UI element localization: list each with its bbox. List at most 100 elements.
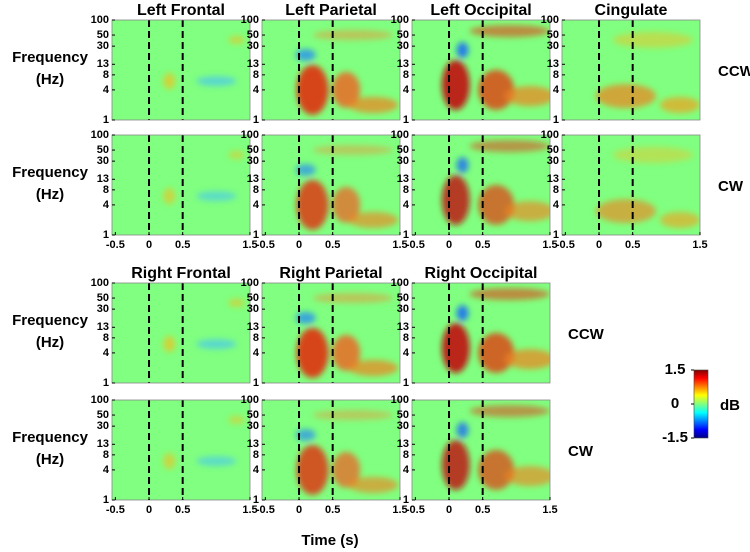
- x-tick-label: 0.5: [325, 239, 340, 251]
- x-tick-label: -0.5: [106, 239, 125, 251]
- condition-label: CW: [568, 443, 594, 460]
- y-axis-label: (Hz): [36, 186, 64, 203]
- y-tick-label: 100: [91, 394, 109, 406]
- heatmap-blob: [312, 30, 393, 41]
- y-tick-label: 8: [253, 69, 259, 81]
- panel: [111, 399, 251, 501]
- y-tick-label: 13: [97, 321, 109, 333]
- panel-background: [112, 20, 250, 120]
- y-tick-label: 100: [391, 129, 409, 141]
- heatmap-blob: [163, 453, 176, 470]
- heatmap-blob: [456, 305, 469, 322]
- heatmap-blob: [296, 444, 329, 495]
- heatmap-blob: [196, 76, 237, 87]
- heatmap-blob: [441, 323, 470, 374]
- y-tick-label: 13: [97, 58, 109, 70]
- heatmap-blob: [196, 339, 237, 350]
- heatmap-blob: [228, 415, 245, 424]
- x-tick-label: -0.5: [556, 239, 575, 251]
- heatmap-blob: [296, 64, 329, 115]
- y-tick-label: 1: [253, 229, 259, 241]
- x-tick-label: 0: [296, 504, 302, 516]
- y-tick-label: 100: [91, 14, 109, 26]
- y-tick-label: 1: [103, 229, 109, 241]
- y-tick-label: 100: [391, 277, 409, 289]
- y-tick-label: 30: [247, 40, 259, 52]
- panel-frame: [111, 282, 251, 384]
- x-tick-label: 0: [446, 239, 452, 251]
- y-tick-label: 8: [253, 449, 259, 461]
- x-tick-label: 1.5: [392, 504, 407, 516]
- y-tick-label: 100: [241, 277, 259, 289]
- y-tick-label: 50: [97, 29, 109, 41]
- y-tick-label: 30: [97, 40, 109, 52]
- panel: [411, 134, 551, 236]
- heatmap-blob: [196, 191, 237, 202]
- colorbar: [693, 369, 709, 439]
- y-tick-label: 1: [553, 114, 559, 126]
- y-tick-label: 50: [97, 144, 109, 156]
- heatmap-texture: [163, 150, 245, 205]
- panel-frame: [261, 19, 401, 121]
- y-tick-label: 30: [397, 40, 409, 52]
- y-tick-label: 4: [253, 84, 260, 96]
- heatmap-blob: [469, 288, 550, 301]
- x-tick-label: 0.5: [475, 239, 490, 251]
- heatmap-blob: [659, 211, 700, 228]
- heatmap-blob: [296, 179, 329, 230]
- heatmap-blob: [312, 145, 393, 156]
- y-tick-label: 30: [247, 303, 259, 315]
- y-axis-label: Frequency: [12, 49, 89, 66]
- heatmap-blob: [595, 199, 656, 224]
- y-tick-label: 4: [403, 84, 410, 96]
- heatmap-blob: [612, 31, 693, 48]
- heatmap-blob: [441, 440, 470, 491]
- y-axis-label: (Hz): [36, 451, 64, 468]
- y-tick-label: 30: [547, 40, 559, 52]
- heatmap-blob: [659, 96, 700, 113]
- panel: [111, 19, 251, 121]
- y-tick-label: 100: [241, 14, 259, 26]
- y-tick-label: 30: [97, 155, 109, 167]
- y-tick-label: 13: [397, 58, 409, 70]
- x-tick-label: -0.5: [406, 504, 425, 516]
- x-tick-label: 0: [296, 239, 302, 251]
- x-tick-label: -0.5: [406, 239, 425, 251]
- panel: [261, 282, 401, 384]
- y-tick-label: 8: [403, 69, 409, 81]
- heatmap-blob: [228, 298, 245, 307]
- heatmap-texture: [441, 25, 550, 111]
- y-tick-label: 30: [397, 420, 409, 432]
- y-tick-label: 50: [97, 292, 109, 304]
- panel-frame: [111, 399, 251, 501]
- panel-title: Left Frontal: [137, 2, 225, 19]
- heatmap-blob: [348, 96, 399, 113]
- heatmap-blob: [456, 157, 469, 174]
- x-tick-label: 0.5: [175, 504, 190, 516]
- panel-background: [112, 400, 250, 500]
- heatmap-texture: [441, 405, 550, 491]
- y-tick-label: 1: [253, 494, 259, 506]
- y-tick-label: 1: [103, 114, 109, 126]
- panel: [261, 399, 401, 501]
- heatmap-blob: [332, 186, 361, 223]
- y-tick-label: 4: [403, 199, 410, 211]
- colorbar-tick-label: -1.5: [662, 429, 688, 446]
- y-axis-label: Frequency: [12, 312, 89, 329]
- x-tick-label: 1.5: [242, 504, 257, 516]
- panel: [111, 282, 251, 384]
- y-tick-label: 4: [253, 347, 260, 359]
- y-tick-label: 1: [403, 494, 409, 506]
- condition-label: CW: [718, 178, 744, 195]
- y-tick-label: 50: [547, 29, 559, 41]
- y-tick-label: 4: [553, 84, 560, 96]
- y-tick-label: 50: [247, 29, 259, 41]
- heatmap-texture: [163, 298, 245, 353]
- condition-label: CCW: [718, 63, 750, 80]
- panel-frame: [261, 134, 401, 236]
- panel-frame: [561, 134, 701, 236]
- heatmap-blob: [456, 422, 469, 439]
- y-tick-label: 4: [553, 199, 560, 211]
- y-tick-label: 13: [97, 173, 109, 185]
- y-tick-label: 30: [97, 420, 109, 432]
